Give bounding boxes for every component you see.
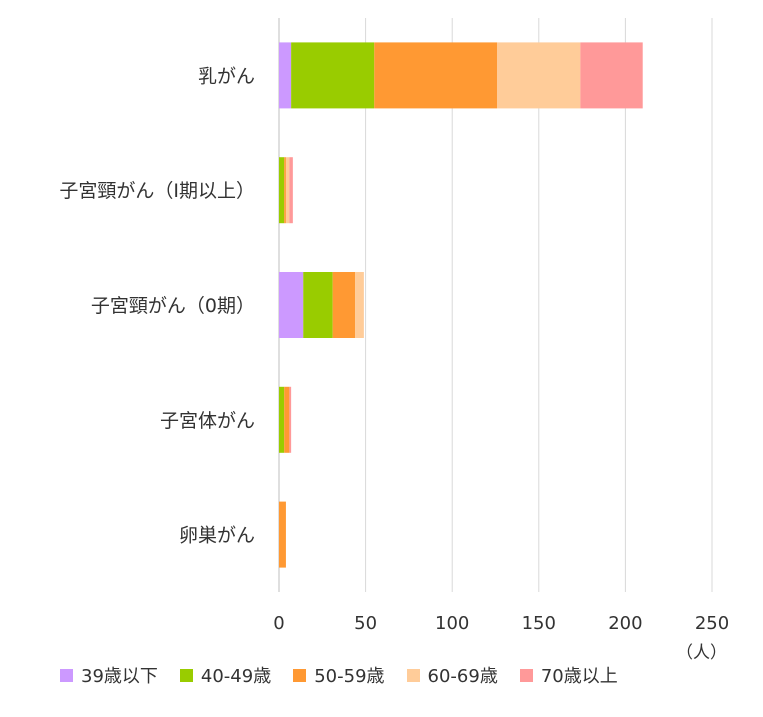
legend-item: 39歳以下 <box>60 662 158 688</box>
legend-swatch <box>519 668 533 682</box>
x-tick-label: 50 <box>354 613 377 634</box>
category-label: 子宮体がん <box>160 410 255 432</box>
bars <box>279 42 643 568</box>
bar-segment <box>355 272 364 338</box>
legend-label: 39歳以下 <box>81 666 158 687</box>
x-tick-label: 150 <box>522 613 556 634</box>
category-label: 子宮頸がん（Ⅰ期以上） <box>59 180 255 202</box>
bar-segment <box>291 42 375 109</box>
legend-label: 50-59歳 <box>314 666 385 687</box>
category-label: 子宮頸がん（0期） <box>91 295 255 317</box>
legend-item: 50-59歳 <box>293 662 385 688</box>
legend-label: 70歳以上 <box>540 666 618 687</box>
bar-segment <box>303 272 333 338</box>
x-tick-label: 0 <box>273 613 284 634</box>
bar-segment <box>279 386 285 453</box>
bar-segment <box>289 386 292 453</box>
legend-swatch <box>179 668 193 682</box>
bar-segment <box>289 157 293 224</box>
bar-segment <box>279 42 292 109</box>
bar-segment <box>497 42 581 109</box>
legend-label: 40-49歳 <box>200 666 272 687</box>
category-label: 乳がん <box>198 65 255 87</box>
bar-segment <box>580 42 643 109</box>
legend-swatch <box>293 668 307 682</box>
legend-item: 40-49歳 <box>179 662 272 688</box>
x-axis-unit-label: （人） <box>676 643 727 663</box>
bar-segment <box>284 386 290 453</box>
x-tick-label: 100 <box>435 613 469 634</box>
legend-swatch <box>406 668 420 682</box>
x-tick-label: 200 <box>608 613 642 634</box>
bar-segment <box>332 272 356 338</box>
legend-item: 60-69歳 <box>406 662 498 688</box>
legend-label: 60-69歳 <box>427 666 498 687</box>
bar-segment <box>279 272 304 338</box>
category-label: 卵巣がん <box>179 525 255 547</box>
bar-segment <box>374 42 498 109</box>
legend: 39歳以下 40-49歳 50-59歳 60-69歳 70歳以上 <box>60 660 640 690</box>
bar-segment <box>279 501 286 568</box>
bar-segment <box>284 157 286 224</box>
bar-segment <box>285 157 290 224</box>
x-tick-label: 250 <box>695 613 729 634</box>
legend-swatch <box>60 668 73 682</box>
gridlines <box>278 18 713 592</box>
bar-segment <box>279 157 285 224</box>
legend-item: 70歳以上 <box>519 662 618 688</box>
